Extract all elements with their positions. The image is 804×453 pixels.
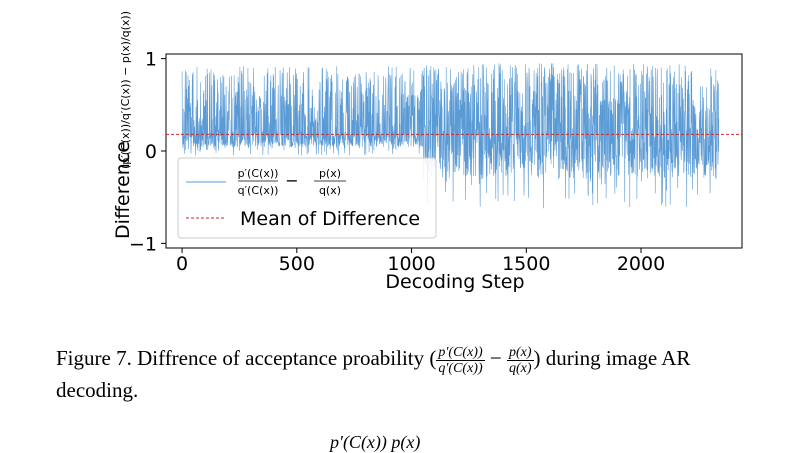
svg-text:q(x): q(x) [319, 184, 341, 197]
svg-text:Difference: Difference [112, 141, 134, 239]
x-ticks: 0 500 1000 1500 2000 [176, 248, 665, 275]
legend: p′(C(x)) q′(C(x)) − p(x) q(x) Mean of Di… [177, 157, 437, 239]
figure-caption: Figure 7. Diffrence of acceptance proabi… [56, 344, 768, 404]
legend-series-label: p′(C(x)) q′(C(x)) − p(x) q(x) [238, 167, 346, 197]
x-tick-label: 1500 [502, 253, 550, 275]
svg-text:p′(C(x)): p′(C(x)) [238, 167, 279, 180]
svg-text:−: − [285, 171, 298, 190]
difference-series-line [181, 63, 720, 209]
caption-frac-2: p(x) q(x) [506, 344, 534, 376]
legend-box [177, 157, 437, 239]
bottom-cut-text: p′(C(x)) p(x) [330, 432, 421, 452]
y-axis-label: Difference (p′(C(x))/q′(C(x)) − p(x)/q(x… [112, 11, 134, 239]
difference-chart: 0 500 1000 1500 2000 −1 0 1 Decoding Step Diff… [112, 11, 743, 293]
caption-text-end: ) during image AR decoding. [56, 346, 691, 402]
y-tick-label: −1 [129, 233, 157, 255]
x-tick-label: 500 [279, 253, 315, 275]
series-group [181, 63, 720, 209]
x-tick-label: 2000 [617, 253, 665, 275]
y-axis-label-math: (p′(C(x))/q′(C(x)) − p(x)/q(x)) [119, 11, 132, 169]
caption-text-start: Figure 7. Diffrence of acceptance proabi… [56, 346, 437, 370]
y-tick-label: 1 [145, 49, 157, 71]
y-tick-label: 0 [145, 141, 157, 163]
caption-frac-1: p′(C(x)) q′(C(x)) [436, 344, 485, 376]
x-tick-label: 1000 [387, 253, 435, 275]
y-ticks: −1 0 1 [129, 49, 166, 255]
x-tick-label: 0 [176, 253, 188, 275]
x-axis-label: Decoding Step [385, 271, 524, 293]
svg-text:q′(C(x)): q′(C(x)) [238, 184, 279, 197]
svg-text:p(x): p(x) [319, 167, 341, 180]
caption-op: − [489, 346, 502, 370]
legend-mean-label: Mean of Difference [240, 208, 420, 230]
